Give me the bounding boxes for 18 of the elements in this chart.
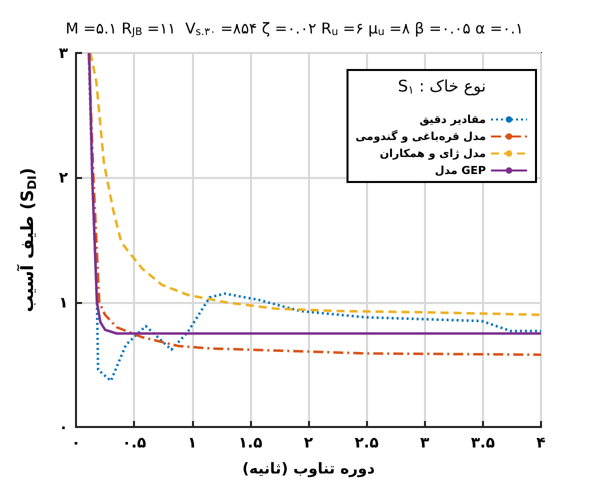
x-tick-label: ۱.۵: [238, 434, 262, 452]
y-tick-label: ۲: [58, 168, 68, 187]
x-tick-label: ۲.۵: [354, 434, 379, 452]
x-tick-label: ۲: [304, 434, 314, 452]
x-tick-label: ۴: [536, 434, 546, 452]
legend-label: مدل قره‌باغی و گندومی: [356, 130, 486, 143]
x-tick-label: ۳.۵: [470, 434, 495, 452]
x-tick-label: ۳: [420, 434, 430, 452]
y-tick-label: ۱: [58, 293, 68, 312]
x-tick-label: ۱: [188, 434, 197, 452]
x-axis-title: دوره تناوب (ثانیه): [242, 460, 376, 478]
y-tick-label: ۳: [58, 44, 68, 62]
legend-label: مقادیر دقیق: [419, 113, 486, 126]
legend-label: مدل GEP: [434, 164, 486, 177]
legend-label: مدل ژای و همکاران: [380, 147, 486, 160]
x-tick-label: ۰.۵: [122, 434, 146, 452]
y-tick-label: ۰: [58, 418, 68, 436]
x-tick-label: ۰: [71, 434, 81, 452]
